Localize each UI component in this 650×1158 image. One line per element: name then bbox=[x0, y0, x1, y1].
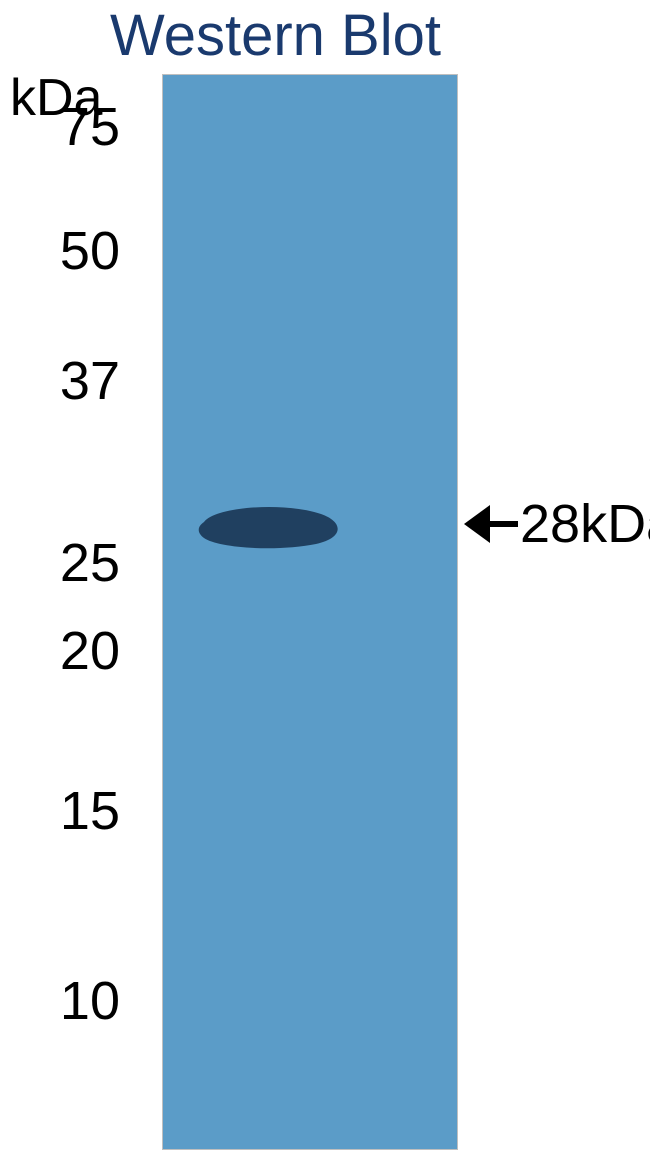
figure-title: Western Blot bbox=[110, 2, 441, 69]
arrow-shaft bbox=[490, 521, 518, 527]
protein-band bbox=[196, 504, 351, 552]
ladder-label: 15 bbox=[60, 780, 120, 842]
band-shape-icon bbox=[196, 504, 351, 552]
blot-lane bbox=[162, 74, 458, 1150]
ladder-label: 25 bbox=[60, 532, 120, 594]
ladder-label: 37 bbox=[60, 350, 120, 412]
arrow-left-icon bbox=[464, 505, 490, 543]
ladder-label: 10 bbox=[60, 970, 120, 1032]
band-arrow-annotation: 28kDa bbox=[464, 497, 650, 551]
ladder-label: 75 bbox=[60, 96, 120, 158]
band-size-label: 28kDa bbox=[520, 493, 650, 555]
ladder-label: 50 bbox=[60, 220, 120, 282]
ladder-label: 20 bbox=[60, 620, 120, 682]
blot-figure: Western Blot kDa 75503725201510 28kDa bbox=[0, 0, 650, 1158]
